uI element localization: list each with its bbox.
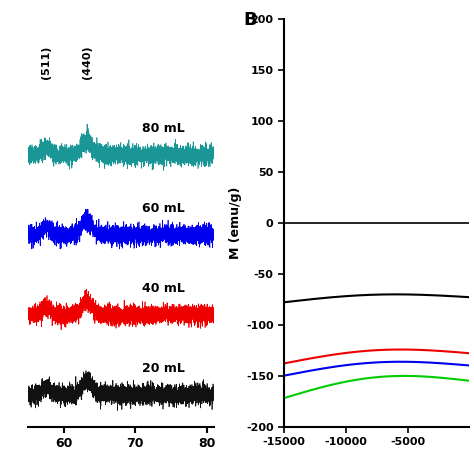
Text: (511): (511) bbox=[41, 46, 51, 79]
Text: 40 mL: 40 mL bbox=[142, 282, 185, 295]
Y-axis label: M (emu/g): M (emu/g) bbox=[229, 187, 242, 259]
Text: 60 mL: 60 mL bbox=[142, 202, 185, 215]
Text: 20 mL: 20 mL bbox=[142, 362, 185, 374]
Text: B: B bbox=[243, 11, 257, 29]
Text: (440): (440) bbox=[82, 46, 92, 79]
Text: 80 mL: 80 mL bbox=[142, 122, 185, 135]
